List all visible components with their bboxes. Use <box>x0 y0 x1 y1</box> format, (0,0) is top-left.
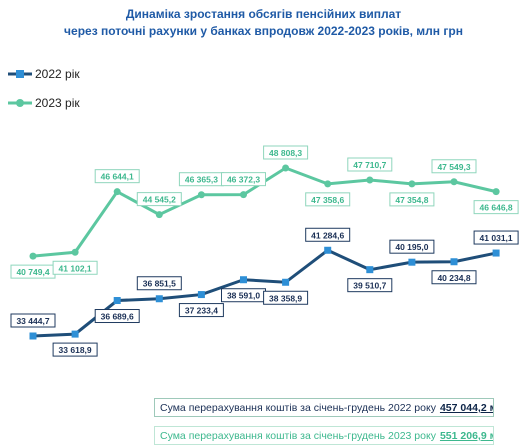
chart-title-line-1: Динаміка зростання обсягів пенсійних вип… <box>125 7 402 21</box>
data-label-2022-10: 40 195,0 <box>395 242 428 252</box>
legend-marker-2023 <box>8 99 32 107</box>
point-2022-3 <box>113 297 121 305</box>
data-label-box-2023-2 <box>52 260 98 275</box>
summary-2022-text: Сума перерахування коштів за січень-груд… <box>160 402 436 414</box>
point-2022-7 <box>282 278 290 286</box>
data-label-2022-7: 38 358,9 <box>269 293 302 303</box>
point-2023-3 <box>113 188 121 196</box>
legend-label-2023: 2023 рік <box>35 96 80 110</box>
point-2022-6 <box>240 276 247 284</box>
data-label-2023-12: 46 646,8 <box>480 203 513 213</box>
point-2022-10 <box>408 258 416 266</box>
point-2023-7 <box>282 164 290 172</box>
data-label-2023-4: 44 545,2 <box>143 195 176 205</box>
data-label-box-2022-3 <box>94 309 140 324</box>
point-2023-10 <box>408 180 416 188</box>
data-label-box-2023-4 <box>136 192 182 207</box>
data-label-2023-11: 47 549,3 <box>437 162 470 172</box>
data-label-box-2022-11 <box>431 270 477 285</box>
series-line-2022 <box>32 248 497 338</box>
data-label-box-2022-5 <box>178 303 224 318</box>
point-2022-1 <box>29 332 37 340</box>
data-label-2022-9: 39 510,7 <box>353 281 386 291</box>
legend-item-2022: 2022 рік <box>8 66 80 82</box>
data-label-2022-8: 41 284,6 <box>311 230 344 240</box>
point-2023-11 <box>450 178 458 186</box>
point-2023-9 <box>366 176 374 184</box>
point-2022-5 <box>197 291 205 299</box>
data-label-2023-7: 48 808,3 <box>269 148 302 158</box>
point-2022-4 <box>155 295 163 303</box>
data-label-box-2023-12 <box>473 200 519 215</box>
data-label-2023-10: 47 354,8 <box>395 195 428 205</box>
point-2023-8 <box>324 180 332 188</box>
point-2022-12 <box>492 249 500 257</box>
data-label-2023-5: 46 365,3 <box>185 175 218 185</box>
data-label-2022-2: 33 618,9 <box>59 345 92 355</box>
summary-2023: Сума перерахування коштів за січень-груд… <box>154 426 494 445</box>
data-label-2022-1: 33 444,7 <box>16 316 49 326</box>
point-2023-6 <box>240 191 247 199</box>
data-label-2023-9: 47 710,7 <box>353 160 386 170</box>
legend-item-2023: 2023 рік <box>8 95 80 111</box>
data-label-2022-4: 36 851,5 <box>143 279 176 289</box>
data-label-2022-12: 41 031,1 <box>480 233 513 243</box>
data-label-box-2022-2 <box>52 342 98 357</box>
data-label-box-2022-8 <box>305 227 351 242</box>
data-label-box-2023-6 <box>221 172 266 187</box>
data-label-box-2022-10 <box>389 239 435 254</box>
point-2022-8 <box>324 246 332 254</box>
point-2023-12 <box>492 188 500 196</box>
data-label-box-2023-11 <box>431 159 477 174</box>
legend-marker-2022 <box>8 70 32 78</box>
point-2023-4 <box>155 211 163 219</box>
data-label-box-2023-3 <box>94 169 140 184</box>
chart-title-line-2: через поточні рахунки у банках впродовж … <box>64 24 463 38</box>
data-label-2023-6: 46 372,3 <box>227 175 260 185</box>
legend-label-2022: 2022 рік <box>35 67 80 81</box>
point-2022-2 <box>71 330 79 338</box>
data-label-box-2023-8 <box>305 192 351 207</box>
data-label-2023-1: 40 749,4 <box>16 267 49 277</box>
data-label-box-2022-12 <box>473 230 519 245</box>
data-label-box-2022-9 <box>347 278 393 293</box>
data-label-box-2023-10 <box>389 192 435 207</box>
data-label-2023-3: 46 644,1 <box>101 172 134 182</box>
point-2023-1 <box>29 252 37 260</box>
data-label-box-2023-9 <box>347 157 393 172</box>
data-label-box-2022-7 <box>263 290 309 305</box>
point-2023-2 <box>71 248 79 256</box>
summary-2022: Сума перерахування коштів за січень-груд… <box>154 398 494 417</box>
point-2022-9 <box>366 266 374 274</box>
summary-2023-value: 551 206,9 млн грн <box>439 430 493 442</box>
data-label-2023-8: 47 358,6 <box>311 195 344 205</box>
summary-2023-text: Сума перерахування коштів за січень-груд… <box>160 430 436 442</box>
point-2022-11 <box>450 258 458 266</box>
summary-2022-value: 457 044,2 млн грн <box>439 402 493 414</box>
data-label-2022-3: 36 689,6 <box>101 312 134 322</box>
data-label-box-2023-7 <box>263 145 309 160</box>
point-2023-5 <box>197 191 205 199</box>
data-label-box-2022-1 <box>10 313 56 328</box>
data-label-2022-5: 37 233,4 <box>185 306 218 316</box>
data-label-2022-11: 40 234,8 <box>437 273 470 283</box>
data-label-2022-6: 38 591,0 <box>227 291 260 301</box>
data-label-box-2022-4 <box>136 276 182 291</box>
data-label-2023-2: 41 102,1 <box>59 263 92 273</box>
